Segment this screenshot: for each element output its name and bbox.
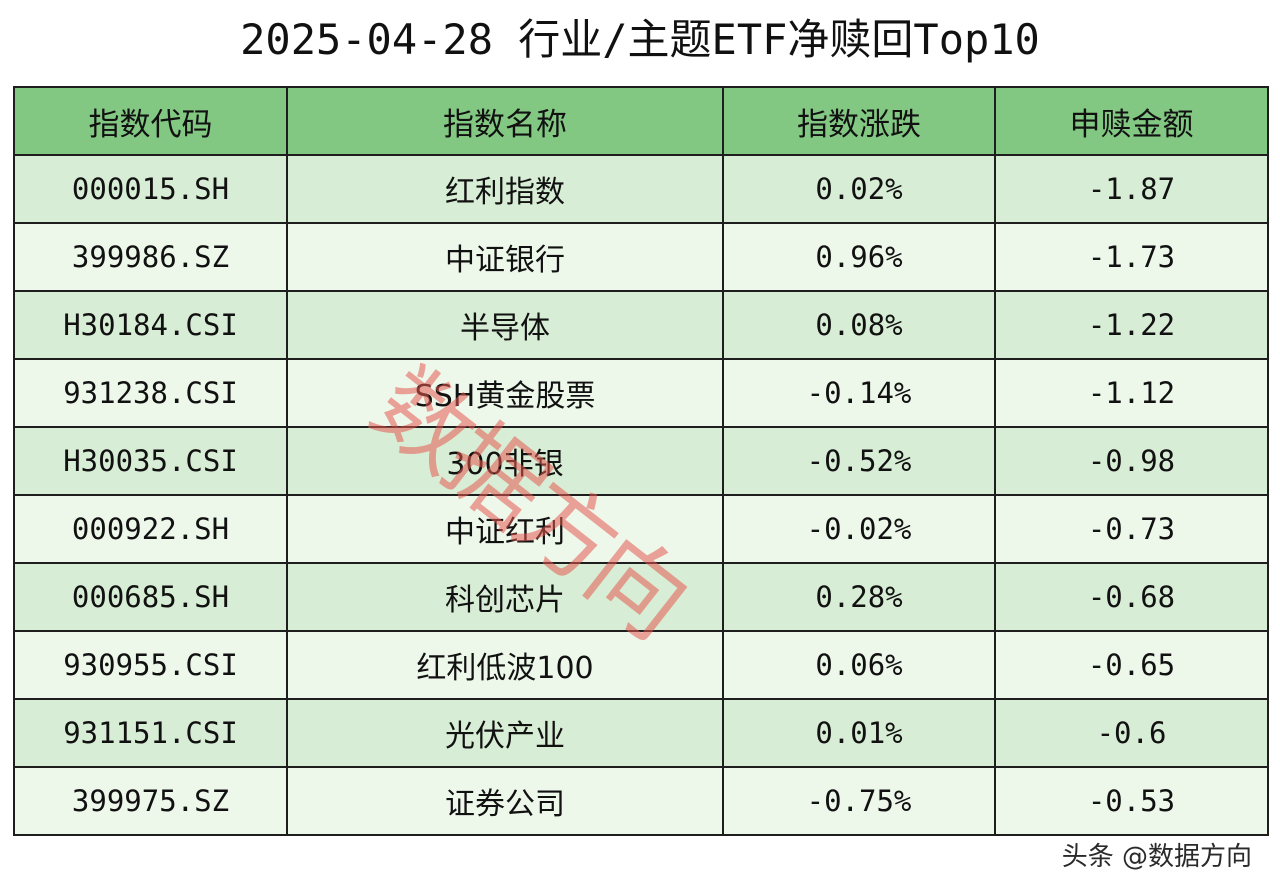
cell-index-name: 证券公司 [286,766,724,836]
cell-index-change: -0.75% [722,766,996,836]
cell-index-change: 0.96% [722,222,996,292]
table-row: 399975.SZ 证券公司 -0.75% -0.53 [13,766,1269,836]
cell-index-name: 科创芯片 [286,562,724,632]
cell-redemption-amount: -0.6 [994,698,1269,768]
cell-redemption-amount: -1.87 [994,154,1269,224]
cell-index-change: 0.01% [722,698,996,768]
cell-index-code: 399975.SZ [13,766,288,836]
cell-index-change: 0.28% [722,562,996,632]
cell-redemption-amount: -0.98 [994,426,1269,496]
cell-index-change: 0.08% [722,290,996,360]
cell-index-change: -0.52% [722,426,996,496]
cell-redemption-amount: -1.22 [994,290,1269,360]
header-redemption-amount: 申赎金额 [994,86,1269,156]
cell-index-change: -0.02% [722,494,996,564]
cell-index-name: 红利低波100 [286,630,724,700]
cell-index-name: 中证银行 [286,222,724,292]
etf-redemption-table: 指数代码 指数名称 指数涨跌 申赎金额 000015.SH 红利指数 0.02%… [13,86,1269,836]
table-row: H30035.CSI 300非银 -0.52% -0.98 [13,426,1269,496]
cell-index-code: 931151.CSI [13,698,288,768]
header-index-code: 指数代码 [13,86,288,156]
source-credit: 头条 @数据方向 [1061,842,1252,872]
cell-index-name: 红利指数 [286,154,724,224]
cell-redemption-amount: -0.68 [994,562,1269,632]
table-row: 399986.SZ 中证银行 0.96% -1.73 [13,222,1269,292]
table-row: 931238.CSI SSH黄金股票 -0.14% -1.12 [13,358,1269,428]
page-title: 2025-04-28 行业/主题ETF净赎回Top10 [240,15,1040,64]
cell-index-code: 931238.CSI [13,358,288,428]
cell-index-name: 半导体 [286,290,724,360]
header-index-name: 指数名称 [286,86,724,156]
cell-index-code: 930955.CSI [13,630,288,700]
cell-index-name: 中证红利 [286,494,724,564]
cell-redemption-amount: -0.73 [994,494,1269,564]
cell-index-change: 0.06% [722,630,996,700]
cell-redemption-amount: -1.12 [994,358,1269,428]
cell-redemption-amount: -0.65 [994,630,1269,700]
cell-index-code: H30184.CSI [13,290,288,360]
cell-index-change: 0.02% [722,154,996,224]
cell-index-code: 000922.SH [13,494,288,564]
cell-index-code: 000015.SH [13,154,288,224]
cell-index-change: -0.14% [722,358,996,428]
table-row: 931151.CSI 光伏产业 0.01% -0.6 [13,698,1269,768]
cell-redemption-amount: -1.73 [994,222,1269,292]
table-header-row: 指数代码 指数名称 指数涨跌 申赎金额 [13,86,1269,156]
cell-redemption-amount: -0.53 [994,766,1269,836]
table-row: 000685.SH 科创芯片 0.28% -0.68 [13,562,1269,632]
cell-index-code: 000685.SH [13,562,288,632]
cell-index-name: 光伏产业 [286,698,724,768]
table-row: 000015.SH 红利指数 0.02% -1.87 [13,154,1269,224]
header-index-change: 指数涨跌 [722,86,996,156]
cell-index-code: H30035.CSI [13,426,288,496]
cell-index-name: SSH黄金股票 [286,358,724,428]
cell-index-name: 300非银 [286,426,724,496]
table-row: H30184.CSI 半导体 0.08% -1.22 [13,290,1269,360]
table-row: 000922.SH 中证红利 -0.02% -0.73 [13,494,1269,564]
cell-index-code: 399986.SZ [13,222,288,292]
table-row: 930955.CSI 红利低波100 0.06% -0.65 [13,630,1269,700]
